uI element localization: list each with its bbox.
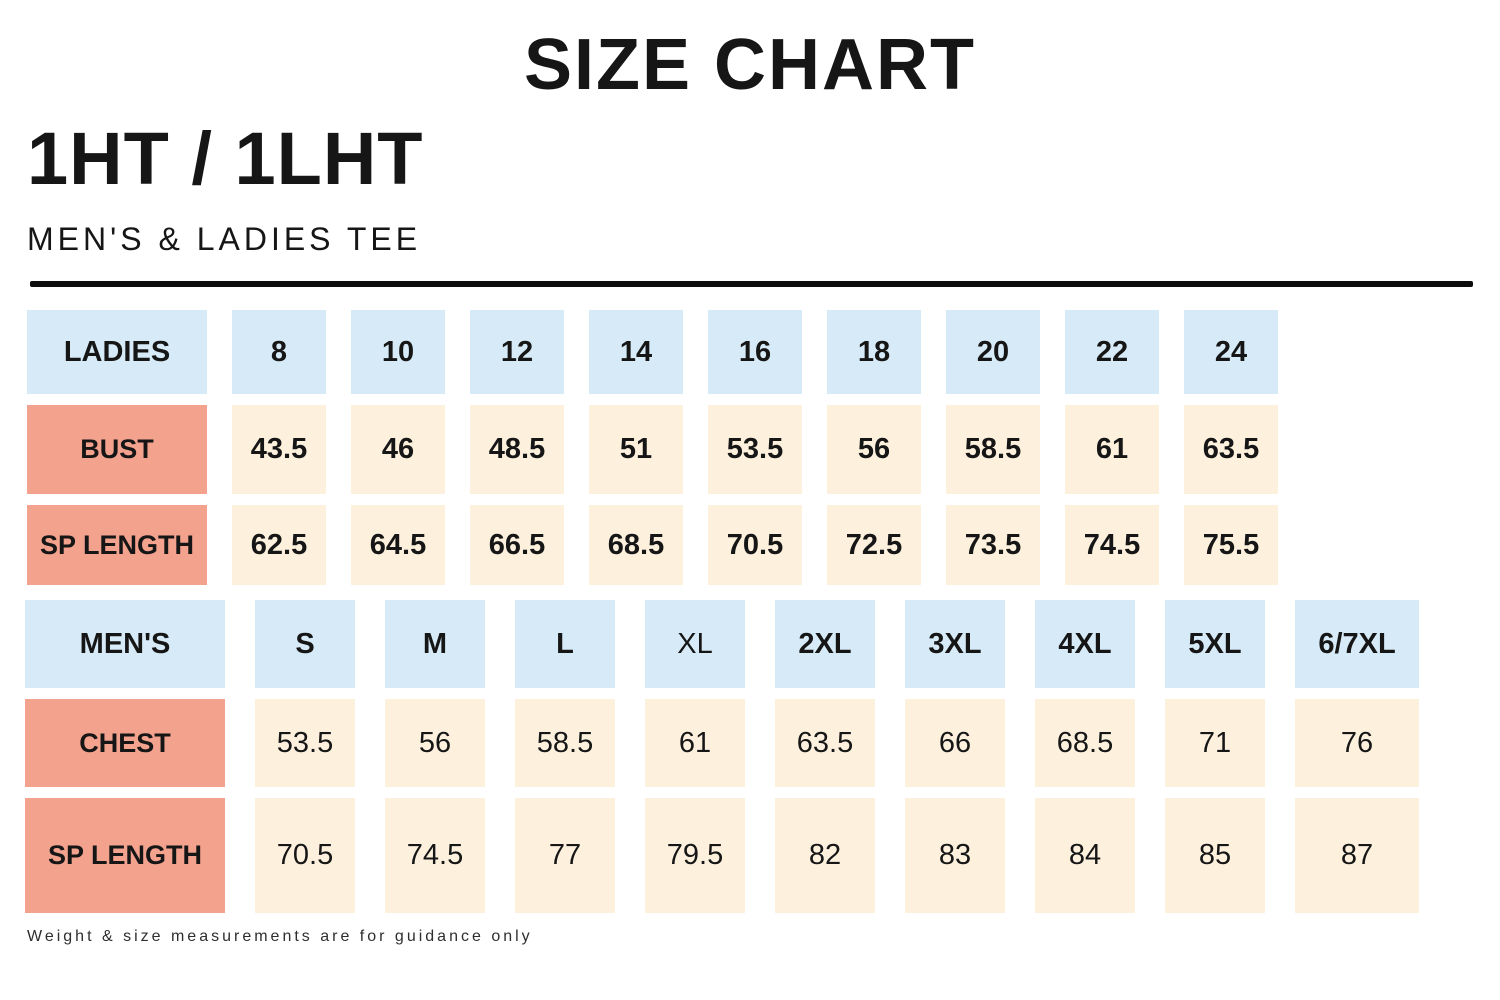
ladies-size-column-header: 24 (1184, 310, 1278, 394)
ladies-row-label: BUST (27, 405, 207, 494)
ladies-size-column-header: 12 (470, 310, 564, 394)
ladies-measurement-value: 61 (1065, 405, 1159, 494)
ladies-table-header: LADIES (27, 310, 207, 394)
men-s-measurement-value: 76 (1295, 699, 1419, 787)
product-code: 1HT / 1LHT (27, 117, 424, 200)
ladies-measurement-value: 53.5 (708, 405, 802, 494)
ladies-size-column-header: 14 (589, 310, 683, 394)
men-s-measurement-value: 79.5 (645, 798, 745, 913)
ladies-measurement-value: 51 (589, 405, 683, 494)
ladies-size-column-header: 18 (827, 310, 921, 394)
ladies-measurement-value: 75.5 (1184, 505, 1278, 585)
men-s-measurement-value: 63.5 (775, 699, 875, 787)
men-s-size-column-header: 6/7XL (1295, 600, 1419, 688)
ladies-measurement-value: 43.5 (232, 405, 326, 494)
ladies-size-column-header: 16 (708, 310, 802, 394)
ladies-measurement-value: 73.5 (946, 505, 1040, 585)
ladies-measurement-value: 62.5 (232, 505, 326, 585)
ladies-row-label: SP LENGTH (27, 505, 207, 585)
men-s-row-label: CHEST (25, 699, 225, 787)
men-s-measurement-value: 66 (905, 699, 1005, 787)
men-s-measurement-value: 85 (1165, 798, 1265, 913)
men-s-size-column-header: 3XL (905, 600, 1005, 688)
men-s-measurement-value: 61 (645, 699, 745, 787)
ladies-measurement-value: 70.5 (708, 505, 802, 585)
ladies-measurement-value: 68.5 (589, 505, 683, 585)
page-title: SIZE CHART (524, 25, 976, 105)
men-s-measurement-value: 82 (775, 798, 875, 913)
divider-rule (30, 281, 1473, 287)
men-s-size-column-header: S (255, 600, 355, 688)
ladies-measurement-value: 72.5 (827, 505, 921, 585)
men-s-size-column-header: 5XL (1165, 600, 1265, 688)
men-s-size-column-header: 2XL (775, 600, 875, 688)
product-subtitle: MEN'S & LADIES TEE (27, 221, 422, 257)
men-s-measurement-value: 74.5 (385, 798, 485, 913)
men-s-measurement-value: 84 (1035, 798, 1135, 913)
men-s-row-label: SP LENGTH (25, 798, 225, 913)
ladies-measurement-value: 56 (827, 405, 921, 494)
men-s-size-column-header: 4XL (1035, 600, 1135, 688)
men-s-size-column-header: L (515, 600, 615, 688)
ladies-measurement-value: 74.5 (1065, 505, 1159, 585)
ladies-size-column-header: 20 (946, 310, 1040, 394)
ladies-measurement-value: 48.5 (470, 405, 564, 494)
men-s-measurement-value: 68.5 (1035, 699, 1135, 787)
mens-size-table: MEN'S S M L XL 2XL 3XL 4XL 5XL 6/7XL CHEST 53.5 56 58… (25, 600, 1419, 913)
men-s-table-header: MEN'S (25, 600, 225, 688)
men-s-size-column-header: M (385, 600, 485, 688)
men-s-measurement-value: 70.5 (255, 798, 355, 913)
ladies-size-table: LADIES 8 10 12 14 16 18 20 22 24 BUST 43.5 46 48.5 51 5… (27, 310, 1278, 585)
ladies-size-column-header: 8 (232, 310, 326, 394)
men-s-measurement-value: 56 (385, 699, 485, 787)
guidance-note: Weight & size measurements are for guida… (27, 928, 533, 945)
men-s-size-column-header: XL (645, 600, 745, 688)
ladies-measurement-value: 46 (351, 405, 445, 494)
ladies-measurement-value: 66.5 (470, 505, 564, 585)
ladies-measurement-value: 64.5 (351, 505, 445, 585)
men-s-measurement-value: 71 (1165, 699, 1265, 787)
ladies-size-column-header: 22 (1065, 310, 1159, 394)
men-s-measurement-value: 53.5 (255, 699, 355, 787)
men-s-measurement-value: 77 (515, 798, 615, 913)
ladies-measurement-value: 63.5 (1184, 405, 1278, 494)
men-s-measurement-value: 58.5 (515, 699, 615, 787)
men-s-measurement-value: 83 (905, 798, 1005, 913)
men-s-measurement-value: 87 (1295, 798, 1419, 913)
ladies-measurement-value: 58.5 (946, 405, 1040, 494)
ladies-size-column-header: 10 (351, 310, 445, 394)
